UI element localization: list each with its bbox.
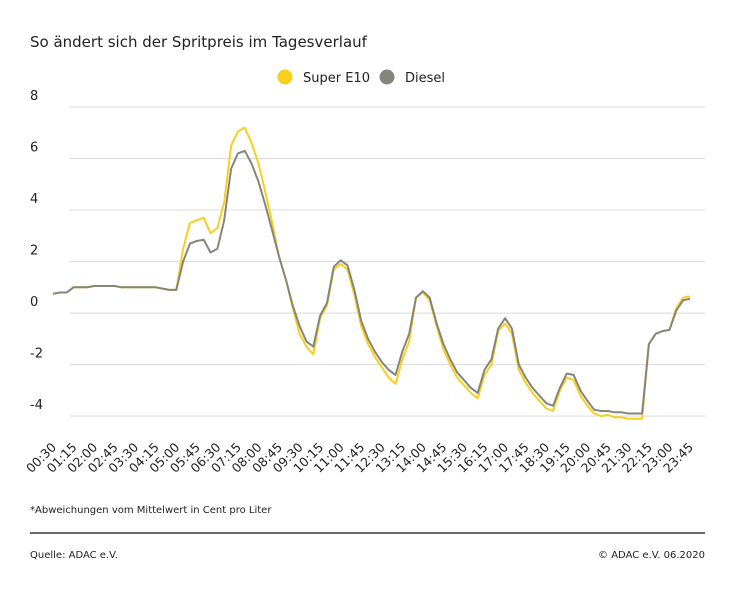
legend-label: Super E10 (303, 71, 370, 86)
footnote: *Abweichungen vom Mittelwert in Cent pro… (30, 505, 272, 516)
y-tick-label: 2 (30, 244, 38, 259)
legend-swatch (379, 69, 395, 85)
chart-title: So ändert sich der Spritpreis im Tagesve… (30, 33, 368, 51)
y-tick-label: 0 (30, 295, 38, 310)
y-tick-label: 6 (30, 141, 38, 156)
y-tick-label: 4 (30, 192, 38, 207)
copyright: © ADAC e.V. 06.2020 (598, 550, 705, 561)
y-tick-label: 8 (30, 89, 38, 104)
source: Quelle: ADAC e.V. (30, 550, 118, 561)
legend-swatch (277, 69, 293, 85)
legend-label: Diesel (405, 71, 445, 86)
line-series (52, 126, 691, 420)
line-series (52, 149, 691, 415)
y-tick-label: -4 (30, 398, 43, 413)
y-tick-label: -2 (30, 347, 43, 362)
